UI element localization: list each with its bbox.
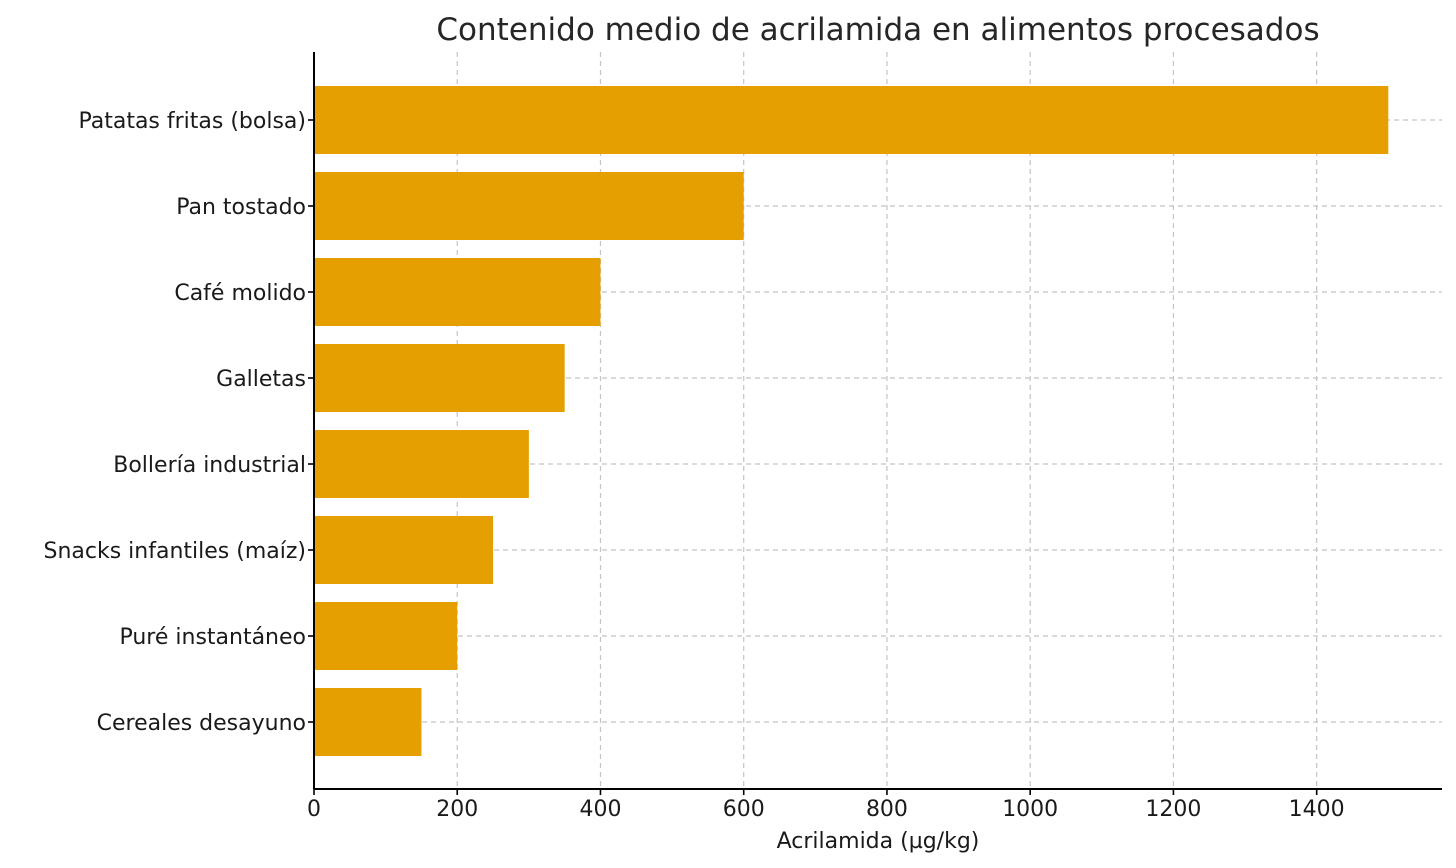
x-tick-label: 200 xyxy=(436,797,478,822)
bar xyxy=(314,602,458,670)
y-tick-label: Cereales desayuno xyxy=(97,711,306,736)
bars xyxy=(314,86,1389,756)
bar xyxy=(314,430,529,498)
bar xyxy=(314,344,565,412)
x-axis-label: Acrilamida (µg/kg) xyxy=(777,829,980,854)
x-tick-label: 1200 xyxy=(1145,797,1201,822)
x-tick-label: 0 xyxy=(307,797,321,822)
y-tick-label: Patatas fritas (bolsa) xyxy=(78,109,306,134)
y-tick-label: Pan tostado xyxy=(176,195,306,220)
axes xyxy=(313,52,1442,790)
bar xyxy=(314,258,601,326)
y-tick-label: Puré instantáneo xyxy=(119,625,306,650)
bar xyxy=(314,86,1389,154)
y-tick-label: Bollería industrial xyxy=(113,453,306,478)
x-tick-label: 600 xyxy=(723,797,765,822)
x-tick-label: 400 xyxy=(579,797,621,822)
x-tick-label: 1400 xyxy=(1289,797,1345,822)
bar xyxy=(314,688,422,756)
bar xyxy=(314,172,744,240)
chart-title: Contenido medio de acrilamida en aliment… xyxy=(436,12,1319,48)
grid-lines xyxy=(313,52,1442,789)
y-tick-label: Galletas xyxy=(216,367,306,392)
y-tick-labels: Patatas fritas (bolsa) Pan tostado Café mo… xyxy=(44,109,314,736)
y-tick-label: Café molido xyxy=(174,281,306,306)
bar xyxy=(314,516,494,584)
y-tick-label: Snacks infantiles (maíz) xyxy=(44,539,307,564)
x-tick-labels: 0 200 400 600 800 1000 1200 1400 xyxy=(307,789,1345,822)
x-tick-label: 1000 xyxy=(1002,797,1058,822)
x-tick-label: 800 xyxy=(866,797,908,822)
